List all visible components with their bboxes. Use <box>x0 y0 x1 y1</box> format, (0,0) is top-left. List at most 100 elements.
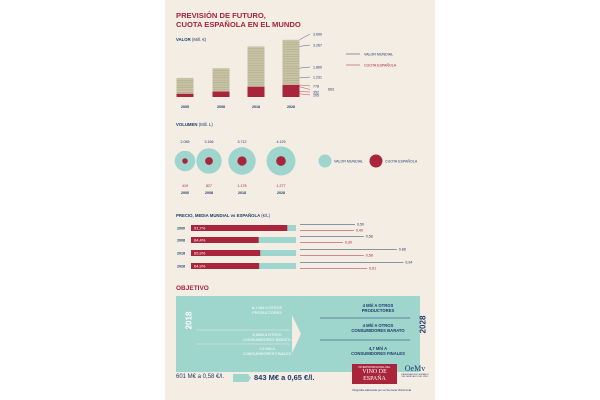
volumen-spain-label: 827 <box>206 184 212 188</box>
mini-arrow-shape <box>233 374 251 382</box>
valor-title: VALOR <box>176 37 191 42</box>
volumen-legend-spain-swatch <box>369 154 383 168</box>
objetivo-left-item-3-line-2: CONSUMIDORES FINALES <box>242 351 292 356</box>
valor-spain-bar <box>176 93 194 97</box>
precio-spain-label: 0,39 <box>345 241 352 245</box>
volumen-world-label: 3.712 <box>238 140 247 144</box>
precio-spain-label: 0,58 <box>366 254 373 258</box>
valor-leader-line <box>299 44 311 47</box>
volumen-legend-world-swatch <box>318 154 332 168</box>
objetivo-right-item-1: 4 Mhl A OTROS PRODUCTORES <box>338 303 418 313</box>
precio-percent-label: 65,9% <box>194 250 206 255</box>
objetivo-right-item-3-line-2: CONSUMIDORES FINALES <box>351 351 405 356</box>
volumen-spain-bubble <box>182 158 188 164</box>
valor-leader-line <box>299 86 311 90</box>
volumen-section-title: VOLUMEN (Mill. L) <box>176 122 213 127</box>
valor-x-label: 2005 <box>181 105 189 109</box>
valor-spain-bar <box>282 84 300 97</box>
precio-spain-label: 0,49 <box>356 229 363 233</box>
objetivo-left-item-3: 1,5 Mhl A CONSUMIDORES FINALES <box>232 347 302 356</box>
objetivo-left-item-1: 8,1 Mhl A OTROS PRODUCTORES <box>232 306 302 315</box>
volumen-x-label: 2000 <box>181 191 189 195</box>
objetivo-left-item-3-line-1: 1,5 Mhl A <box>259 347 275 351</box>
valor-x-label: 2008 <box>217 105 225 109</box>
valor-legend-spain-label: CUOTA ESPAÑOLA <box>364 62 397 67</box>
volumen-unit: (Mill. L) <box>198 122 213 127</box>
page-title-line-2: CUOTA ESPAÑOLA EN EL MUNDO <box>176 19 301 29</box>
volumen-spain-bubble <box>276 156 286 166</box>
objetivo-right-item-1-line-1: 4 Mhl A OTROS <box>362 303 394 308</box>
logo1-line-1: INTERPROFESIONAL DEL <box>358 366 391 369</box>
objetivo-left-item-2-line-1: 6,6Mhl A OTROS <box>252 333 282 337</box>
infographic-credit: Infografía elaborada por La Semana Vitiv… <box>352 388 412 392</box>
objetivo-right-arrow-panel <box>283 296 420 372</box>
volumen-world-label: 2.085 <box>181 140 190 144</box>
precio-section-title: PRECIO, MEDIA MUNDIAL vs ESPAÑOLA (€/L) <box>176 213 270 218</box>
precio-percent-label: 64,9% <box>194 263 206 268</box>
precio-title: PRECIO, MEDIA MUNDIAL vs ESPAÑOLA <box>176 213 261 218</box>
logo1-line-2: VINO DE <box>362 369 387 375</box>
objetivo-right-item-3: 4,7 Mhl A CONSUMIDORES FINALES <box>338 346 418 356</box>
objetivo-to-value: 843 M€ a 0,65 €/l. <box>254 373 315 382</box>
page-title: PREVISIÓN DE FUTURO, CUOTA ESPAÑOLA EN E… <box>176 11 301 29</box>
valor-value-label: 663 <box>328 88 334 92</box>
valor-world-bar <box>247 46 265 97</box>
objetivo-left-panel <box>176 296 292 372</box>
precio-row-label: 2000 <box>177 227 185 231</box>
valor-value-label: 1.231 <box>313 76 322 80</box>
precio-percent-bar <box>191 237 259 243</box>
volumen-spain-bubble <box>237 156 247 166</box>
precio-world-label: 0,58 <box>366 235 373 239</box>
precio-percent-label: 64,4% <box>194 237 206 242</box>
volumen-spain-label: 1.277 <box>277 184 286 188</box>
volumen-spain-bubble <box>205 157 213 165</box>
objetivo-right-item-2-line-1: 4 Mhl A OTROS <box>362 323 394 328</box>
valor-unit: (Mill. €) <box>191 37 207 42</box>
oemv-logo: OeMv OBSERVATORIO ESPAÑOL DEL MERCADO DE… <box>399 364 431 384</box>
valor-legend-world-label: VALOR MUNDIAL <box>364 52 393 56</box>
objetivo-left-item-1-line-2: PRODUCTORES <box>252 310 282 315</box>
valor-leader-line <box>299 66 311 69</box>
precio-row-label: 2018 <box>177 252 185 256</box>
objetivo-from-value: 601 M€ a 0,58 €/l. <box>176 374 225 380</box>
valor-leader-line <box>299 76 311 79</box>
valor-spain-bar <box>212 91 230 97</box>
objetivo-left-item-2-line-2: CONSUMIDORES BARATO <box>243 337 291 342</box>
objetivo-left-item-2: 6,6Mhl A OTROS CONSUMIDORES BARATO <box>232 333 302 342</box>
volumen-world-label: 4.129 <box>277 140 286 144</box>
objetivo-right-item-2-line-2: CONSUMIDORES BARATO <box>351 328 405 333</box>
precio-row-label: 2028 <box>177 265 185 269</box>
volumen-legend-world-label: VALOR MUNDIAL <box>334 160 363 164</box>
precio-unit: (€/L) <box>261 213 271 218</box>
valor-leader-line <box>299 33 311 40</box>
volumen-x-label: 2028 <box>277 191 285 195</box>
valor-x-label: 2018 <box>252 105 260 109</box>
oemv-mark: OeMv <box>404 364 426 373</box>
objetivo-right-item-3-line-1: 4,7 Mhl A <box>368 346 388 351</box>
volumen-spain-label: 1.178 <box>238 184 247 188</box>
volumen-x-label: 2008 <box>205 191 213 195</box>
precio-world-label: 0,88 <box>399 248 406 252</box>
valor-leader-line <box>299 93 311 96</box>
volumen-world-label: 3.166 <box>205 140 214 144</box>
precio-spain-label: 0,61 <box>369 267 376 271</box>
valor-value-label: 205 <box>313 94 319 98</box>
precio-percent-label: 91,7% <box>194 225 206 230</box>
valor-leader-line <box>299 84 311 87</box>
valor-spain-bar <box>247 86 265 97</box>
precio-percent-bar <box>191 225 288 231</box>
volumen-legend-spain-label: CUOTA ESPAÑOLA <box>385 159 418 164</box>
precio-world-label: 0,50 <box>357 223 364 227</box>
oemv-text-2: DEL MERCADO DEL VINO <box>401 376 429 378</box>
valor-value-label: 778 <box>313 85 319 89</box>
valor-value-label: 3.267 <box>313 44 322 48</box>
valor-value-label: 3.690 <box>313 33 322 37</box>
interprofesional-logo: INTERPROFESIONAL DEL VINO DE ESPAÑA <box>352 364 397 384</box>
precio-row-label: 2008 <box>177 239 185 243</box>
precio-percent-bar <box>191 263 260 269</box>
precio-world-label: 0,94 <box>405 261 412 265</box>
valor-x-label: 2028 <box>287 105 295 109</box>
